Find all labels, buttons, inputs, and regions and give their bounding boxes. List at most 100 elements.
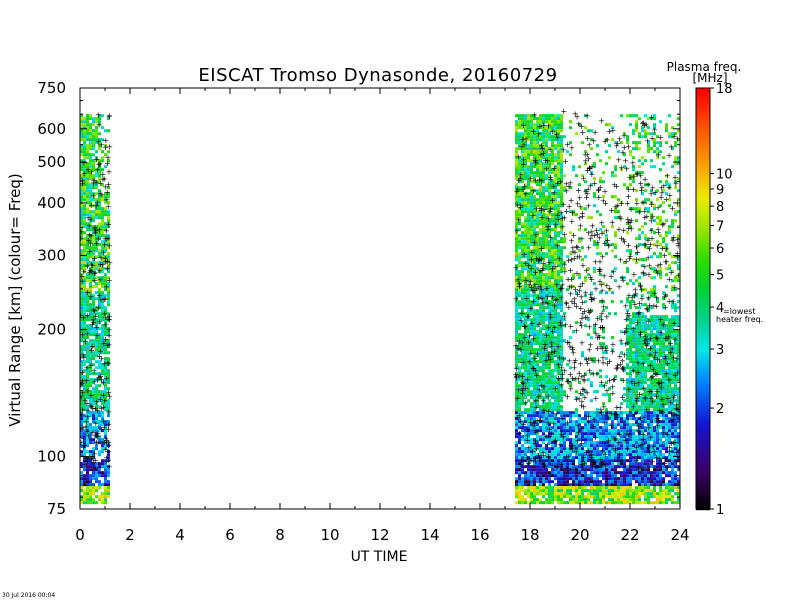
data-cell — [539, 168, 542, 172]
data-cell — [611, 459, 614, 463]
data-cell — [83, 171, 86, 175]
data-cell — [104, 408, 107, 412]
data-cell — [623, 486, 626, 490]
data-cell — [518, 222, 521, 226]
data-cell — [647, 471, 650, 475]
data-cell — [641, 489, 644, 493]
data-cell — [524, 360, 527, 364]
data-cell — [107, 339, 110, 343]
data-cell — [623, 465, 626, 469]
data-cell — [620, 495, 623, 499]
data-cell — [83, 498, 86, 502]
data-cell — [626, 495, 629, 499]
data-cell — [80, 288, 83, 292]
data-cell — [551, 378, 554, 382]
data-cell — [527, 138, 530, 142]
data-cell — [101, 228, 104, 232]
data-cell — [548, 384, 551, 388]
data-cell — [653, 144, 656, 148]
data-cell — [98, 255, 101, 259]
data-cell — [638, 489, 641, 493]
data-cell — [560, 393, 563, 397]
data-cell — [611, 174, 614, 178]
data-cell — [98, 195, 101, 199]
data-cell — [524, 300, 527, 304]
data-cell — [521, 231, 524, 235]
data-cell — [86, 492, 89, 496]
data-cell — [575, 486, 578, 490]
data-cell — [92, 249, 95, 253]
data-cell — [650, 147, 653, 151]
data-cell — [92, 387, 95, 391]
data-cell — [515, 483, 518, 487]
data-cell — [101, 183, 104, 187]
data-cell — [542, 237, 545, 241]
data-cell — [530, 147, 533, 151]
data-cell — [86, 291, 89, 295]
data-cell — [542, 186, 545, 190]
data-cell — [668, 495, 671, 499]
data-cell — [518, 258, 521, 262]
data-cell — [101, 213, 104, 217]
data-cell — [527, 483, 530, 487]
data-cell — [560, 426, 563, 430]
data-cell — [542, 501, 545, 505]
data-cell — [629, 354, 632, 358]
data-cell — [533, 489, 536, 493]
data-cell — [89, 456, 92, 460]
data-cell — [521, 138, 524, 142]
data-cell — [641, 453, 644, 457]
data-cell — [557, 123, 560, 127]
data-cell — [524, 435, 527, 439]
data-cell — [524, 315, 527, 319]
data-cell — [542, 366, 545, 370]
data-cell — [524, 231, 527, 235]
data-cell — [104, 144, 107, 148]
data-cell — [92, 321, 95, 325]
data-cell — [518, 468, 521, 472]
data-cell — [521, 222, 524, 226]
data-cell — [92, 117, 95, 121]
data-cell — [107, 414, 110, 418]
data-cell — [107, 330, 110, 334]
data-cell — [92, 252, 95, 256]
data-cell — [572, 480, 575, 484]
data-cell — [89, 372, 92, 376]
data-cell — [86, 426, 89, 430]
data-cell — [524, 210, 527, 214]
data-cell — [557, 339, 560, 343]
data-cell — [80, 237, 83, 241]
data-cell — [650, 474, 653, 478]
data-cell — [515, 222, 518, 226]
data-cell — [83, 396, 86, 400]
data-cell — [548, 474, 551, 478]
data-cell — [629, 465, 632, 469]
data-cell — [524, 465, 527, 469]
data-cell — [104, 240, 107, 244]
data-cell — [107, 468, 110, 472]
data-cell — [554, 498, 557, 502]
data-cell — [95, 339, 98, 343]
data-cell — [95, 396, 98, 400]
data-cell — [557, 159, 560, 163]
data-cell — [569, 474, 572, 478]
data-cell — [521, 312, 524, 316]
data-cell — [518, 138, 521, 142]
data-cell — [86, 387, 89, 391]
data-cell — [104, 213, 107, 217]
data-cell — [575, 483, 578, 487]
data-cell — [95, 384, 98, 388]
data-cell — [107, 315, 110, 319]
data-cell — [539, 480, 542, 484]
data-cell — [590, 474, 593, 478]
data-cell — [95, 432, 98, 436]
data-cell — [524, 453, 527, 457]
data-cell — [80, 231, 83, 235]
data-cell — [515, 285, 518, 289]
data-cell — [80, 165, 83, 169]
data-cell — [608, 483, 611, 487]
data-cell — [521, 270, 524, 274]
data-cell — [80, 444, 83, 448]
data-cell — [95, 348, 98, 352]
data-cell — [539, 489, 542, 493]
